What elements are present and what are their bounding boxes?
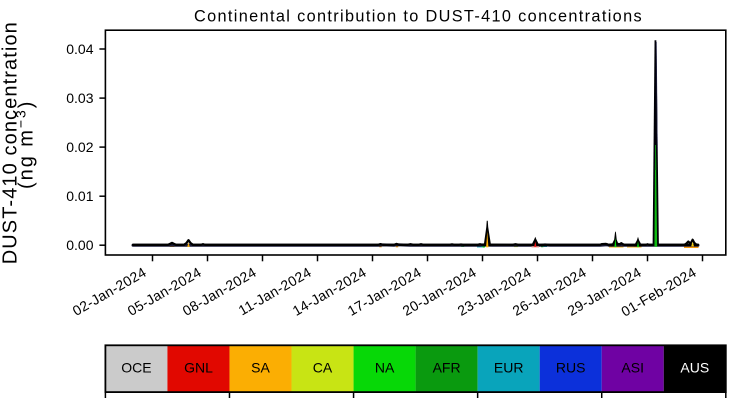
svg-text:AFR: AFR (433, 360, 461, 376)
svg-text:0.00: 0.00 (66, 237, 93, 253)
svg-text:SA: SA (251, 360, 270, 376)
svg-text:ASI: ASI (621, 360, 644, 376)
svg-text:OCE: OCE (121, 360, 151, 376)
svg-text:0.01: 0.01 (66, 188, 93, 204)
svg-text:GNL: GNL (184, 360, 213, 376)
svg-text:CA: CA (313, 360, 333, 376)
svg-text:DUST-410 concentration: DUST-410 concentration (0, 21, 22, 264)
svg-text:NA: NA (375, 360, 395, 376)
svg-text:0.04: 0.04 (66, 41, 93, 57)
svg-text:EUR: EUR (494, 360, 524, 376)
svg-text:0.02: 0.02 (66, 139, 93, 155)
svg-text:RUS: RUS (556, 360, 586, 376)
svg-text:Continental contribution to DU: Continental contribution to DUST-410 con… (194, 8, 643, 26)
svg-text:AUS: AUS (680, 360, 709, 376)
svg-text:0.03: 0.03 (66, 90, 93, 106)
